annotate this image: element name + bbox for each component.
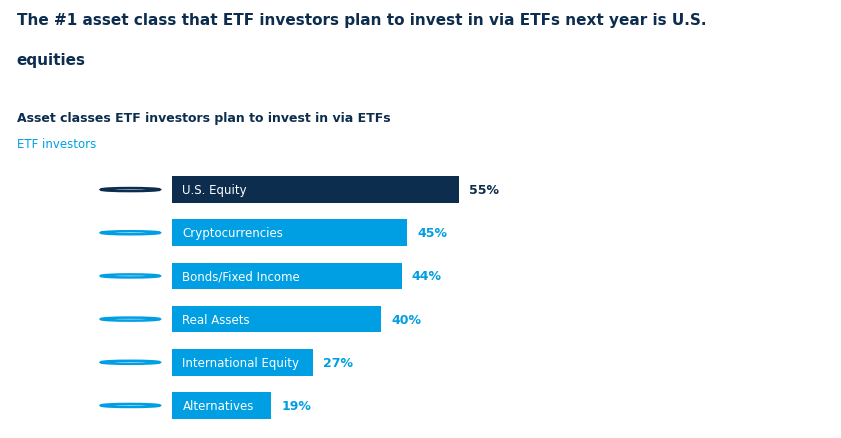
FancyBboxPatch shape bbox=[172, 263, 402, 290]
Circle shape bbox=[101, 189, 160, 192]
Text: Real Assets: Real Assets bbox=[182, 313, 250, 326]
Text: 27%: 27% bbox=[323, 356, 353, 369]
FancyBboxPatch shape bbox=[172, 392, 272, 419]
Circle shape bbox=[101, 361, 160, 364]
Text: Cryptocurrencies: Cryptocurrencies bbox=[182, 227, 283, 240]
Text: Alternatives: Alternatives bbox=[182, 399, 254, 412]
FancyBboxPatch shape bbox=[172, 220, 407, 247]
Text: Bonds/Fixed Income: Bonds/Fixed Income bbox=[182, 270, 300, 283]
Text: ETF investors: ETF investors bbox=[17, 138, 96, 151]
FancyBboxPatch shape bbox=[172, 349, 313, 376]
Circle shape bbox=[101, 232, 160, 235]
Text: 40%: 40% bbox=[391, 313, 421, 326]
Text: Asset classes ETF investors plan to invest in via ETFs: Asset classes ETF investors plan to inve… bbox=[17, 112, 390, 125]
Circle shape bbox=[101, 404, 160, 407]
Text: equities: equities bbox=[17, 53, 86, 67]
Text: 55%: 55% bbox=[469, 184, 500, 197]
Text: 19%: 19% bbox=[282, 399, 311, 412]
Text: The #1 asset class that ETF investors plan to invest in via ETFs next year is U.: The #1 asset class that ETF investors pl… bbox=[17, 13, 706, 28]
Circle shape bbox=[101, 275, 160, 278]
Text: 44%: 44% bbox=[412, 270, 442, 283]
Circle shape bbox=[101, 318, 160, 321]
FancyBboxPatch shape bbox=[172, 306, 381, 333]
FancyBboxPatch shape bbox=[172, 177, 459, 204]
Text: U.S. Equity: U.S. Equity bbox=[182, 184, 247, 197]
Text: 45%: 45% bbox=[417, 227, 447, 240]
Text: International Equity: International Equity bbox=[182, 356, 299, 369]
